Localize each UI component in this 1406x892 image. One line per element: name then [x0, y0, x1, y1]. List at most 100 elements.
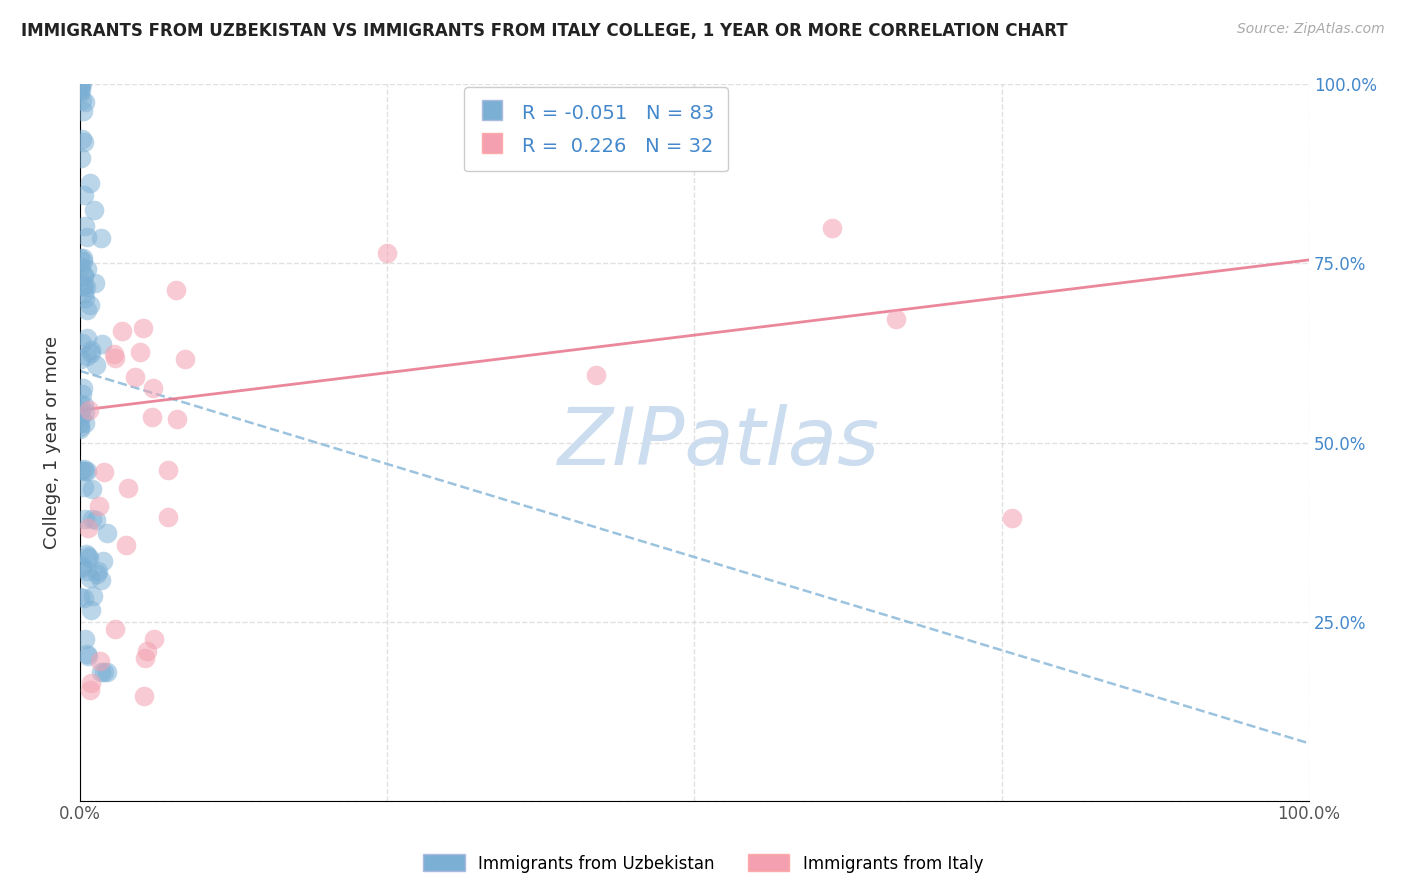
Point	[73, 462, 96, 476]
Point	[76, 463, 98, 477]
Point	[83, 203, 105, 218]
Point	[69, 404, 91, 418]
Point	[77, 551, 100, 566]
Point	[136, 643, 159, 657]
Point	[70, 93, 93, 107]
Point	[87, 564, 110, 578]
Point	[79, 298, 101, 312]
Point	[104, 622, 127, 636]
Point	[93, 465, 115, 479]
Point	[132, 690, 155, 704]
Point	[173, 351, 195, 366]
Point	[73, 398, 96, 412]
Point	[142, 632, 165, 646]
Point	[70, 78, 93, 92]
Point	[96, 665, 118, 679]
Point	[80, 676, 103, 690]
Point	[91, 336, 114, 351]
Point	[70, 558, 93, 573]
Legend: R = -0.051   N = 83, R =  0.226   N = 32: R = -0.051 N = 83, R = 0.226 N = 32	[464, 87, 728, 171]
Point	[76, 564, 98, 578]
Point	[72, 336, 94, 351]
Point	[129, 345, 152, 359]
Point	[75, 280, 97, 294]
Point	[69, 82, 91, 96]
Point	[73, 405, 96, 419]
Point	[82, 589, 104, 603]
Point	[165, 283, 187, 297]
Point	[72, 278, 94, 293]
Point	[72, 251, 94, 265]
Point	[87, 499, 110, 513]
Point	[79, 176, 101, 190]
Point	[69, 251, 91, 265]
Point	[79, 682, 101, 697]
Point	[90, 665, 112, 679]
Point	[115, 537, 138, 551]
Point	[76, 331, 98, 345]
Point	[70, 260, 93, 275]
Point	[90, 231, 112, 245]
Point	[70, 78, 93, 92]
Point	[80, 512, 103, 526]
Point	[156, 463, 179, 477]
Point	[79, 346, 101, 360]
Point	[585, 368, 607, 382]
Point	[79, 571, 101, 585]
Point	[117, 481, 139, 495]
Text: ZIPatlas: ZIPatlas	[558, 403, 880, 482]
Point	[77, 649, 100, 664]
Point	[73, 591, 96, 605]
Point	[76, 229, 98, 244]
Point	[73, 285, 96, 300]
Point	[75, 95, 97, 109]
Point	[89, 654, 111, 668]
Point	[821, 220, 844, 235]
Point	[75, 547, 97, 561]
Point	[83, 276, 105, 290]
Point	[104, 351, 127, 365]
Point	[96, 525, 118, 540]
Text: Source: ZipAtlas.com: Source: ZipAtlas.com	[1237, 22, 1385, 37]
Point	[69, 419, 91, 434]
Point	[73, 268, 96, 282]
Point	[131, 320, 153, 334]
Point	[76, 302, 98, 317]
Point	[72, 386, 94, 401]
Point	[84, 513, 107, 527]
Point	[70, 83, 93, 97]
Point	[69, 78, 91, 92]
Point	[76, 521, 98, 535]
Point	[69, 409, 91, 424]
Point	[77, 403, 100, 417]
Text: IMMIGRANTS FROM UZBEKISTAN VS IMMIGRANTS FROM ITALY COLLEGE, 1 YEAR OR MORE CORR: IMMIGRANTS FROM UZBEKISTAN VS IMMIGRANTS…	[21, 22, 1067, 40]
Point	[141, 409, 163, 424]
Point	[79, 343, 101, 358]
Point	[73, 136, 96, 150]
Point	[93, 665, 115, 679]
Point	[73, 278, 96, 293]
Point	[70, 352, 93, 367]
Point	[69, 397, 91, 411]
Point	[86, 567, 108, 582]
Point	[76, 349, 98, 363]
Point	[134, 650, 156, 665]
Point	[886, 312, 908, 326]
Point	[166, 412, 188, 426]
Point	[76, 648, 98, 662]
Point	[73, 416, 96, 430]
Point	[69, 151, 91, 165]
Point	[69, 416, 91, 430]
Point	[124, 369, 146, 384]
Point	[70, 560, 93, 574]
Y-axis label: College, 1 year or more: College, 1 year or more	[44, 336, 60, 549]
Point	[77, 549, 100, 564]
Point	[76, 262, 98, 277]
Point	[69, 421, 91, 435]
Point	[142, 381, 165, 395]
Point	[79, 603, 101, 617]
Point	[75, 291, 97, 305]
Point	[72, 253, 94, 268]
Point	[72, 480, 94, 494]
Point	[375, 246, 398, 260]
